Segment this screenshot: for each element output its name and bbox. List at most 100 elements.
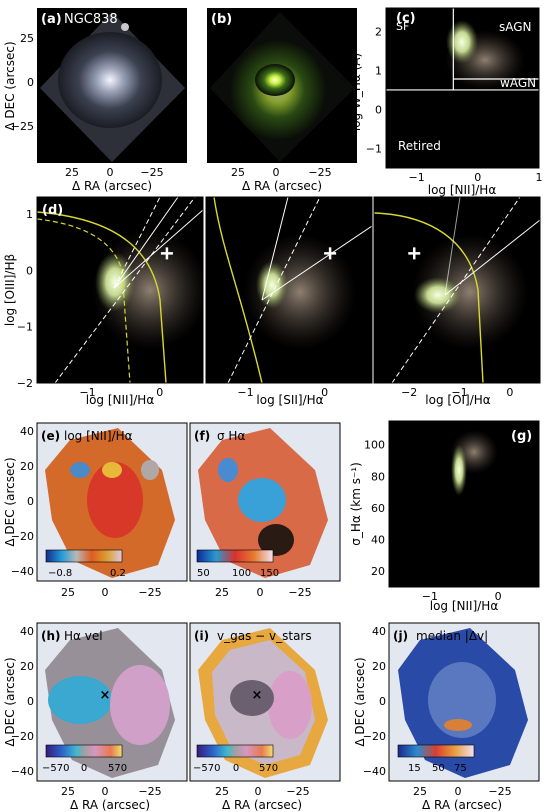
panel-d3-dashed-line xyxy=(391,197,521,383)
panel-c-dividers xyxy=(386,8,539,91)
panel-c-ytick-label: −1 xyxy=(366,142,382,155)
panel-i-title: v_gas − v_stars xyxy=(217,629,312,643)
panel-i-dark-core xyxy=(230,680,274,716)
panel-e-ytick-label: 20 xyxy=(20,460,34,473)
panel-i-colorbar-max: 570 xyxy=(259,763,278,774)
panel-g-ytick-label: 100 xyxy=(364,439,385,452)
panel-d3-point-cloud xyxy=(412,234,528,350)
panel-h: × (h) Hα vel −570 0 570 Δ DEC (arcsec) 4… xyxy=(3,622,188,812)
panel-a-ytick-label: −25 xyxy=(11,120,34,133)
panel-h-title: Hα vel xyxy=(64,629,103,643)
panel-f-dark-stripes xyxy=(258,524,294,556)
panel-e-red-core xyxy=(87,462,143,538)
panel-a-galaxy-image xyxy=(58,32,162,128)
panel-f-tag: (f) xyxy=(194,429,210,443)
panel-d1-xlabel: log [NII]/Hα xyxy=(86,393,155,407)
panel-j-colorbar xyxy=(397,744,475,758)
panel-d3-cross-marker xyxy=(408,247,421,260)
panel-h-xlabel: Δ RA (arcsec) xyxy=(70,798,150,812)
panel-i-xtick-label: 25 xyxy=(215,785,229,798)
panel-h-xtick-label: 0 xyxy=(102,785,109,798)
panel-g-ytick-label: 60 xyxy=(371,502,385,515)
panel-d2: log [SII]/Hα −1 0 xyxy=(205,196,373,407)
panel-d1-ticks: −1 0 −2 −1 0 1 xyxy=(17,208,163,399)
panel-h-tag: (h) xyxy=(41,629,61,643)
panel-a-companion-source xyxy=(121,23,129,31)
panel-d3-divider-line xyxy=(444,197,461,296)
panel-e-ylabel: Δ DEC (arcsec) xyxy=(3,457,17,546)
panel-c-region-retired: Retired xyxy=(398,139,441,153)
panel-i-colorbar xyxy=(196,744,274,758)
panel-g-ytick-label: 80 xyxy=(371,470,385,483)
panel-b: (b) Δ RA (arcsec) 25 0 −25 xyxy=(207,8,357,193)
panel-f-title: σ Hα xyxy=(217,429,245,443)
panel-d2-cross-marker xyxy=(324,247,337,260)
panel-i-colorbar-min: −570 xyxy=(193,763,220,774)
panel-h-ytick-label: −20 xyxy=(11,730,34,743)
panel-d1-xtick-label: 0 xyxy=(156,386,163,399)
panel-c-xtick-label: −1 xyxy=(408,171,424,184)
panel-d2-divider-line xyxy=(261,197,289,301)
panel-b-xtick-label: 0 xyxy=(273,166,280,179)
panel-d1-ytick-label: −1 xyxy=(17,321,33,334)
panel-d3-kewley-curve xyxy=(374,212,484,383)
panel-d1-ytick-label: 0 xyxy=(26,264,33,277)
panel-j-tag: (j) xyxy=(393,629,408,643)
panel-d2-xtick-label: 0 xyxy=(321,386,328,399)
panel-d2-kewley-curve xyxy=(213,197,263,383)
panel-j-colorbar-label: 15 xyxy=(408,763,421,774)
panel-c-ylabel: log W_Hα (Å) xyxy=(348,53,363,131)
panel-f-blue-core xyxy=(238,478,286,522)
panel-j-xtick-label: 0 xyxy=(455,785,462,798)
panel-e-title: log [NII]/Hα xyxy=(64,429,133,443)
panel-d1-ytick-label: −2 xyxy=(17,377,33,390)
panel-c-ytick-label: 0 xyxy=(375,103,382,116)
panel-e-xtick-label: 0 xyxy=(102,586,109,599)
panel-g-tag: (g) xyxy=(511,429,532,444)
panel-h-ytick-label: 0 xyxy=(27,695,34,708)
panel-e-tag: (e) xyxy=(41,429,60,443)
panel-e-colorbar-max: 0.2 xyxy=(110,568,126,579)
panel-d2-dashed-line xyxy=(227,197,321,383)
panel-a-ytick-label: 25 xyxy=(20,32,34,45)
panel-i: × (i) v_gas − v_stars −570 0 570 25 0 −2… xyxy=(189,622,341,812)
panel-h-ytick-label: 20 xyxy=(20,660,34,673)
panel-f-colorbar-mid: 100 xyxy=(232,568,251,579)
panel-j: (j) median |Δv| 15 50 75 Δ DEC (arcsec) … xyxy=(353,622,540,812)
panel-d2-sf-cloud xyxy=(256,261,288,309)
panel-b-xtick-label: −25 xyxy=(308,166,331,179)
panel-a-ytick-label: 0 xyxy=(27,76,34,89)
panel-d1-sf-cloud xyxy=(95,252,135,312)
panel-j-colorbar-label: 50 xyxy=(432,763,445,774)
panel-a: (a) NGC838 Δ DEC (arcsec) Δ RA (arcsec) … xyxy=(3,8,187,193)
panel-e-ytick-label: −20 xyxy=(11,530,34,543)
panel-g-ytick-label: 40 xyxy=(371,534,385,547)
panel-e: (e) log [NII]/Hα −0.8 0.2 Δ DEC (arcsec)… xyxy=(3,422,188,599)
panel-j-ytick-label: 40 xyxy=(372,625,386,638)
panel-j-xlabel: Δ RA (arcsec) xyxy=(422,798,502,812)
panel-e-gray-patch xyxy=(141,460,159,480)
panel-h-colorbar-mid: 0 xyxy=(81,763,87,774)
panel-j-xtick-label: 25 xyxy=(413,785,427,798)
panel-h-blueshift-lobe xyxy=(48,676,112,724)
panel-j-ytick-label: 0 xyxy=(379,695,386,708)
panel-f-blue-patch xyxy=(218,458,238,482)
panel-e-colorbar xyxy=(45,549,123,563)
panel-i-xtick-label: 0 xyxy=(255,785,262,798)
panel-f-xtick-label: 0 xyxy=(257,586,264,599)
panel-i-colorbar-mid: 0 xyxy=(233,763,239,774)
panel-h-colorbar-min: −570 xyxy=(42,763,69,774)
panel-e-xtick-label: 25 xyxy=(61,586,75,599)
panel-e-ytick-label: −40 xyxy=(11,565,34,578)
panel-c-ytick-label: 1 xyxy=(375,64,382,77)
panel-g-ylabel: σ_Hα (km s⁻¹) xyxy=(349,462,363,546)
panel-f-xtick-label: 25 xyxy=(215,586,229,599)
panel-d1-divider-line xyxy=(113,197,179,289)
panel-d1-dashed-line-2 xyxy=(113,197,161,289)
panel-g-xtick-label: −1 xyxy=(422,590,438,603)
panel-j-colorbar-label: 75 xyxy=(454,763,467,774)
panel-g: (g) σ_Hα (km s⁻¹) log [NII]/Hα −1 0 20 40 60… xyxy=(349,420,540,613)
panel-j-ytick-label: −20 xyxy=(363,730,386,743)
panel-e-colorbar-min: −0.8 xyxy=(48,568,72,579)
panel-d1: (d) log [OIII]/Hβ log [NII]/Hα −1 0 −2 −1 0 1 xyxy=(3,196,204,407)
